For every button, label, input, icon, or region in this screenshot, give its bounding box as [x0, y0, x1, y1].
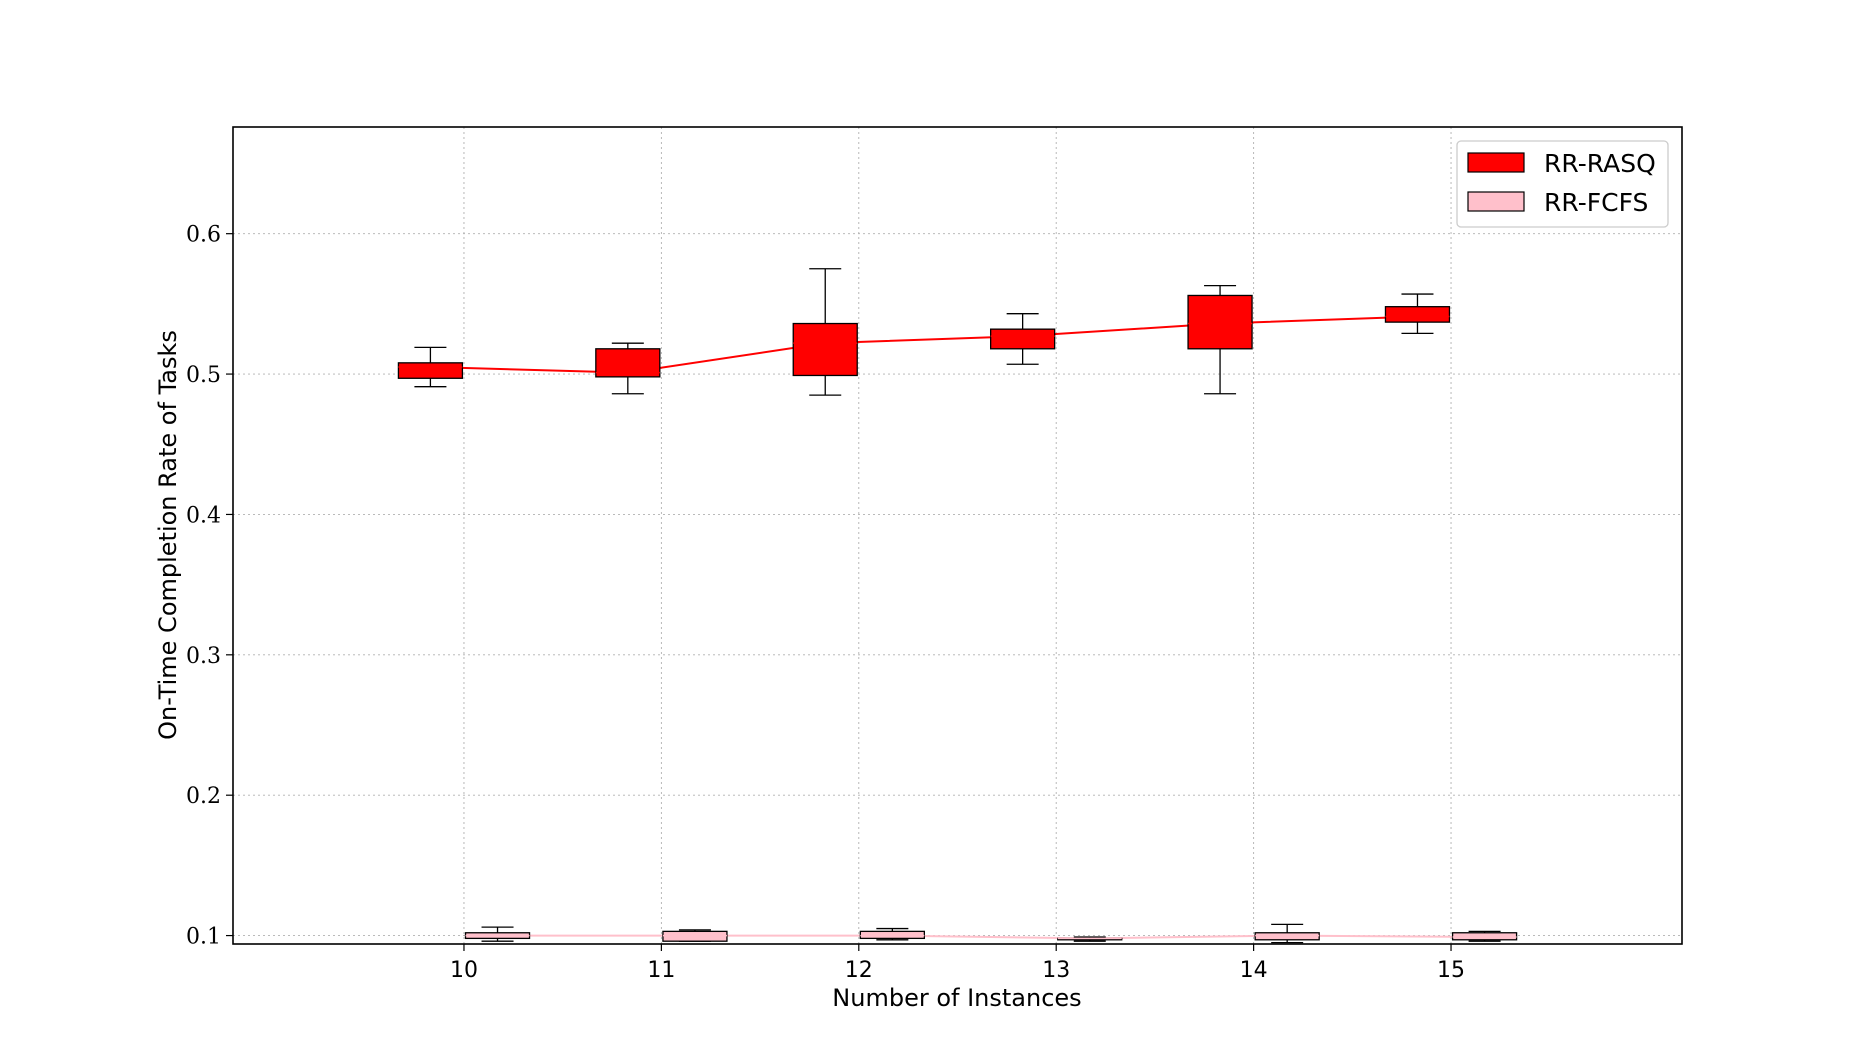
x-tick-label: 11 — [647, 958, 675, 983]
y-axis-label: On-Time Completion Rate of Tasks — [154, 330, 182, 740]
box-rr-fcfs-15 — [1453, 931, 1517, 941]
box-rr-fcfs-11 — [663, 930, 727, 941]
y-tick-label: 0.3 — [186, 644, 221, 669]
x-tick-label: 15 — [1437, 958, 1465, 983]
legend-label-rr-rasq: RR-RASQ — [1544, 149, 1656, 178]
x-tick-label: 14 — [1240, 958, 1268, 983]
x-axis: 10 11 12 13 14 15 — [450, 944, 1465, 983]
x-tick-label: 10 — [450, 958, 478, 983]
box-iqr — [398, 363, 462, 378]
x-tick-label: 12 — [845, 958, 873, 983]
box-iqr — [1188, 295, 1252, 348]
y-tick-label: 0.6 — [186, 223, 221, 248]
plot-background — [233, 127, 1682, 944]
legend-swatch-rr-rasq — [1468, 153, 1524, 172]
y-tick-label: 0.2 — [186, 784, 221, 809]
box-iqr — [991, 329, 1055, 349]
legend: RR-RASQ RR-FCFS — [1457, 141, 1668, 227]
legend-swatch-rr-fcfs — [1468, 192, 1524, 211]
y-tick-label: 0.5 — [186, 363, 221, 388]
y-tick-label: 0.4 — [186, 503, 221, 528]
legend-label-rr-fcfs: RR-FCFS — [1544, 188, 1648, 217]
box-iqr — [1385, 307, 1449, 322]
y-axis: 0.1 0.2 0.3 0.4 0.5 0.6 — [186, 223, 233, 950]
y-tick-label: 0.1 — [186, 925, 221, 950]
x-axis-label: Number of Instances — [832, 984, 1081, 1012]
x-tick-label: 13 — [1042, 958, 1070, 983]
box-iqr — [793, 324, 857, 376]
